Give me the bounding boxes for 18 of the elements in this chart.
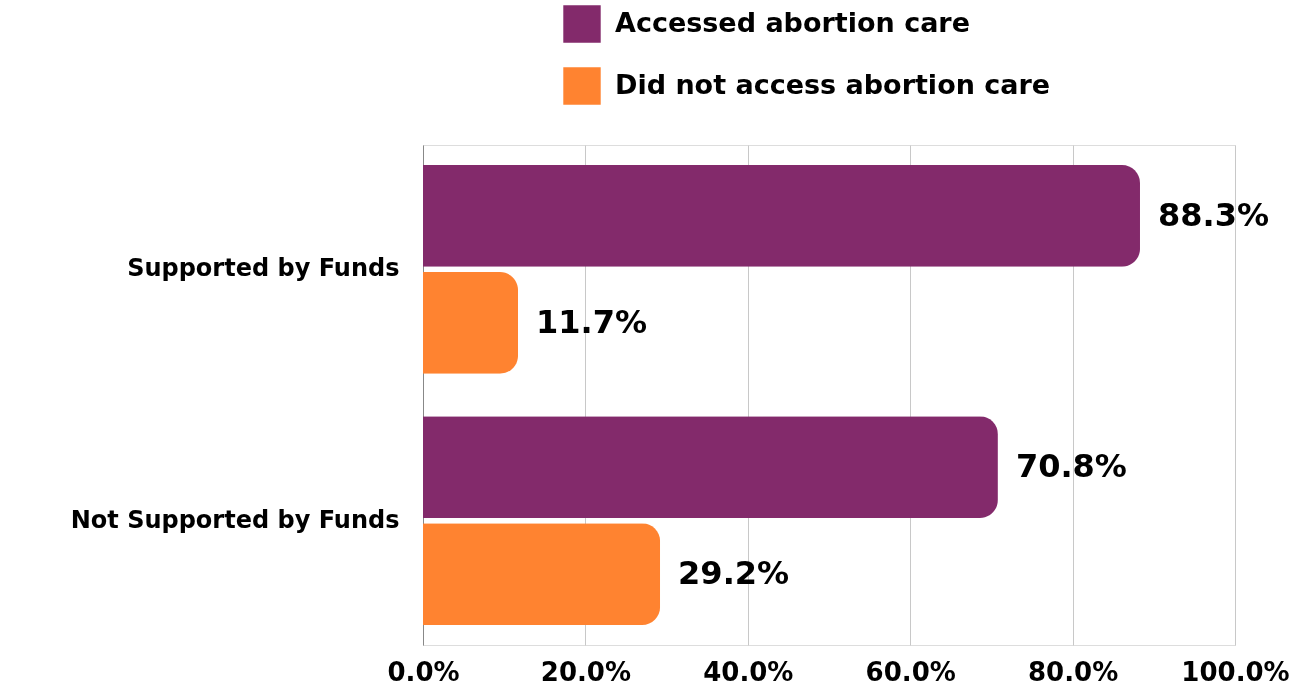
- bar: [423, 416, 998, 518]
- bar: [423, 272, 518, 374]
- legend-label: Did not access abortion care: [615, 69, 1051, 100]
- x-tick-label: 60.0%: [865, 656, 956, 687]
- bar: [423, 523, 661, 625]
- x-tick-label: 100.0%: [1181, 656, 1290, 687]
- x-tick-label: 80.0%: [1028, 656, 1119, 687]
- data-label: 88.3%: [1158, 195, 1270, 234]
- x-tick-label: 0.0%: [387, 656, 460, 687]
- data-label: 29.2%: [678, 554, 790, 593]
- bar: [423, 165, 1140, 267]
- x-tick-label: 20.0%: [540, 656, 631, 687]
- y-tick-label: Supported by Funds: [127, 254, 400, 283]
- legend-label: Accessed abortion care: [615, 7, 970, 38]
- x-tick-label: 40.0%: [703, 656, 794, 687]
- data-label: 70.8%: [1015, 447, 1127, 486]
- y-tick-label: Not Supported by Funds: [70, 505, 400, 534]
- data-label: 11.7%: [536, 302, 648, 341]
